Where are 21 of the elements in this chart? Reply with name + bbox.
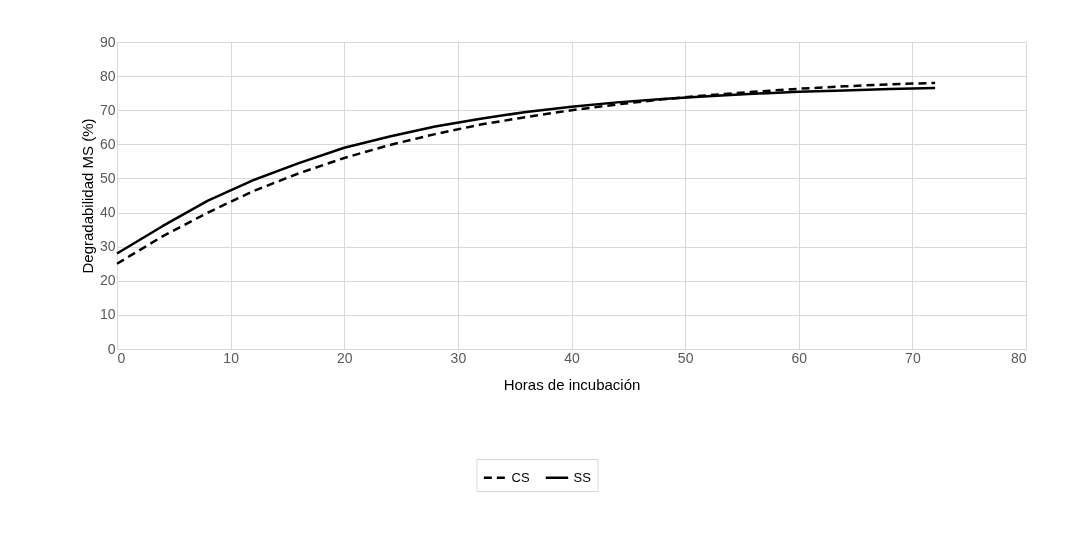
x-tick-label: 80 [1010, 349, 1027, 366]
x-tick-label: 50 [677, 349, 694, 366]
y-tick-label: 40 [99, 204, 116, 221]
y-tick-label: 80 [99, 67, 116, 84]
y-tick-label: 70 [99, 101, 116, 118]
x-tick-label: 60 [791, 349, 808, 366]
y-tick-label: 90 [99, 33, 116, 50]
x-tick-label: 10 [223, 349, 240, 366]
x-tick-label: 70 [905, 349, 921, 366]
y-tick-label: 60 [99, 135, 116, 152]
x-tick-label: 40 [564, 349, 580, 366]
legend-label: SS [573, 469, 592, 485]
y-axis-title: Degradabilidad MS (%) [78, 118, 96, 274]
x-tick-label: 30 [450, 349, 467, 366]
x-tick-label: 20 [336, 349, 353, 366]
y-tick-label: 10 [99, 306, 116, 323]
y-tick-label: 30 [99, 238, 116, 255]
legend-label: CS [511, 469, 530, 485]
y-tick-label: 50 [99, 169, 116, 186]
x-axis-title: Horas de incubación [503, 375, 641, 393]
y-tick-label: 20 [99, 272, 116, 289]
